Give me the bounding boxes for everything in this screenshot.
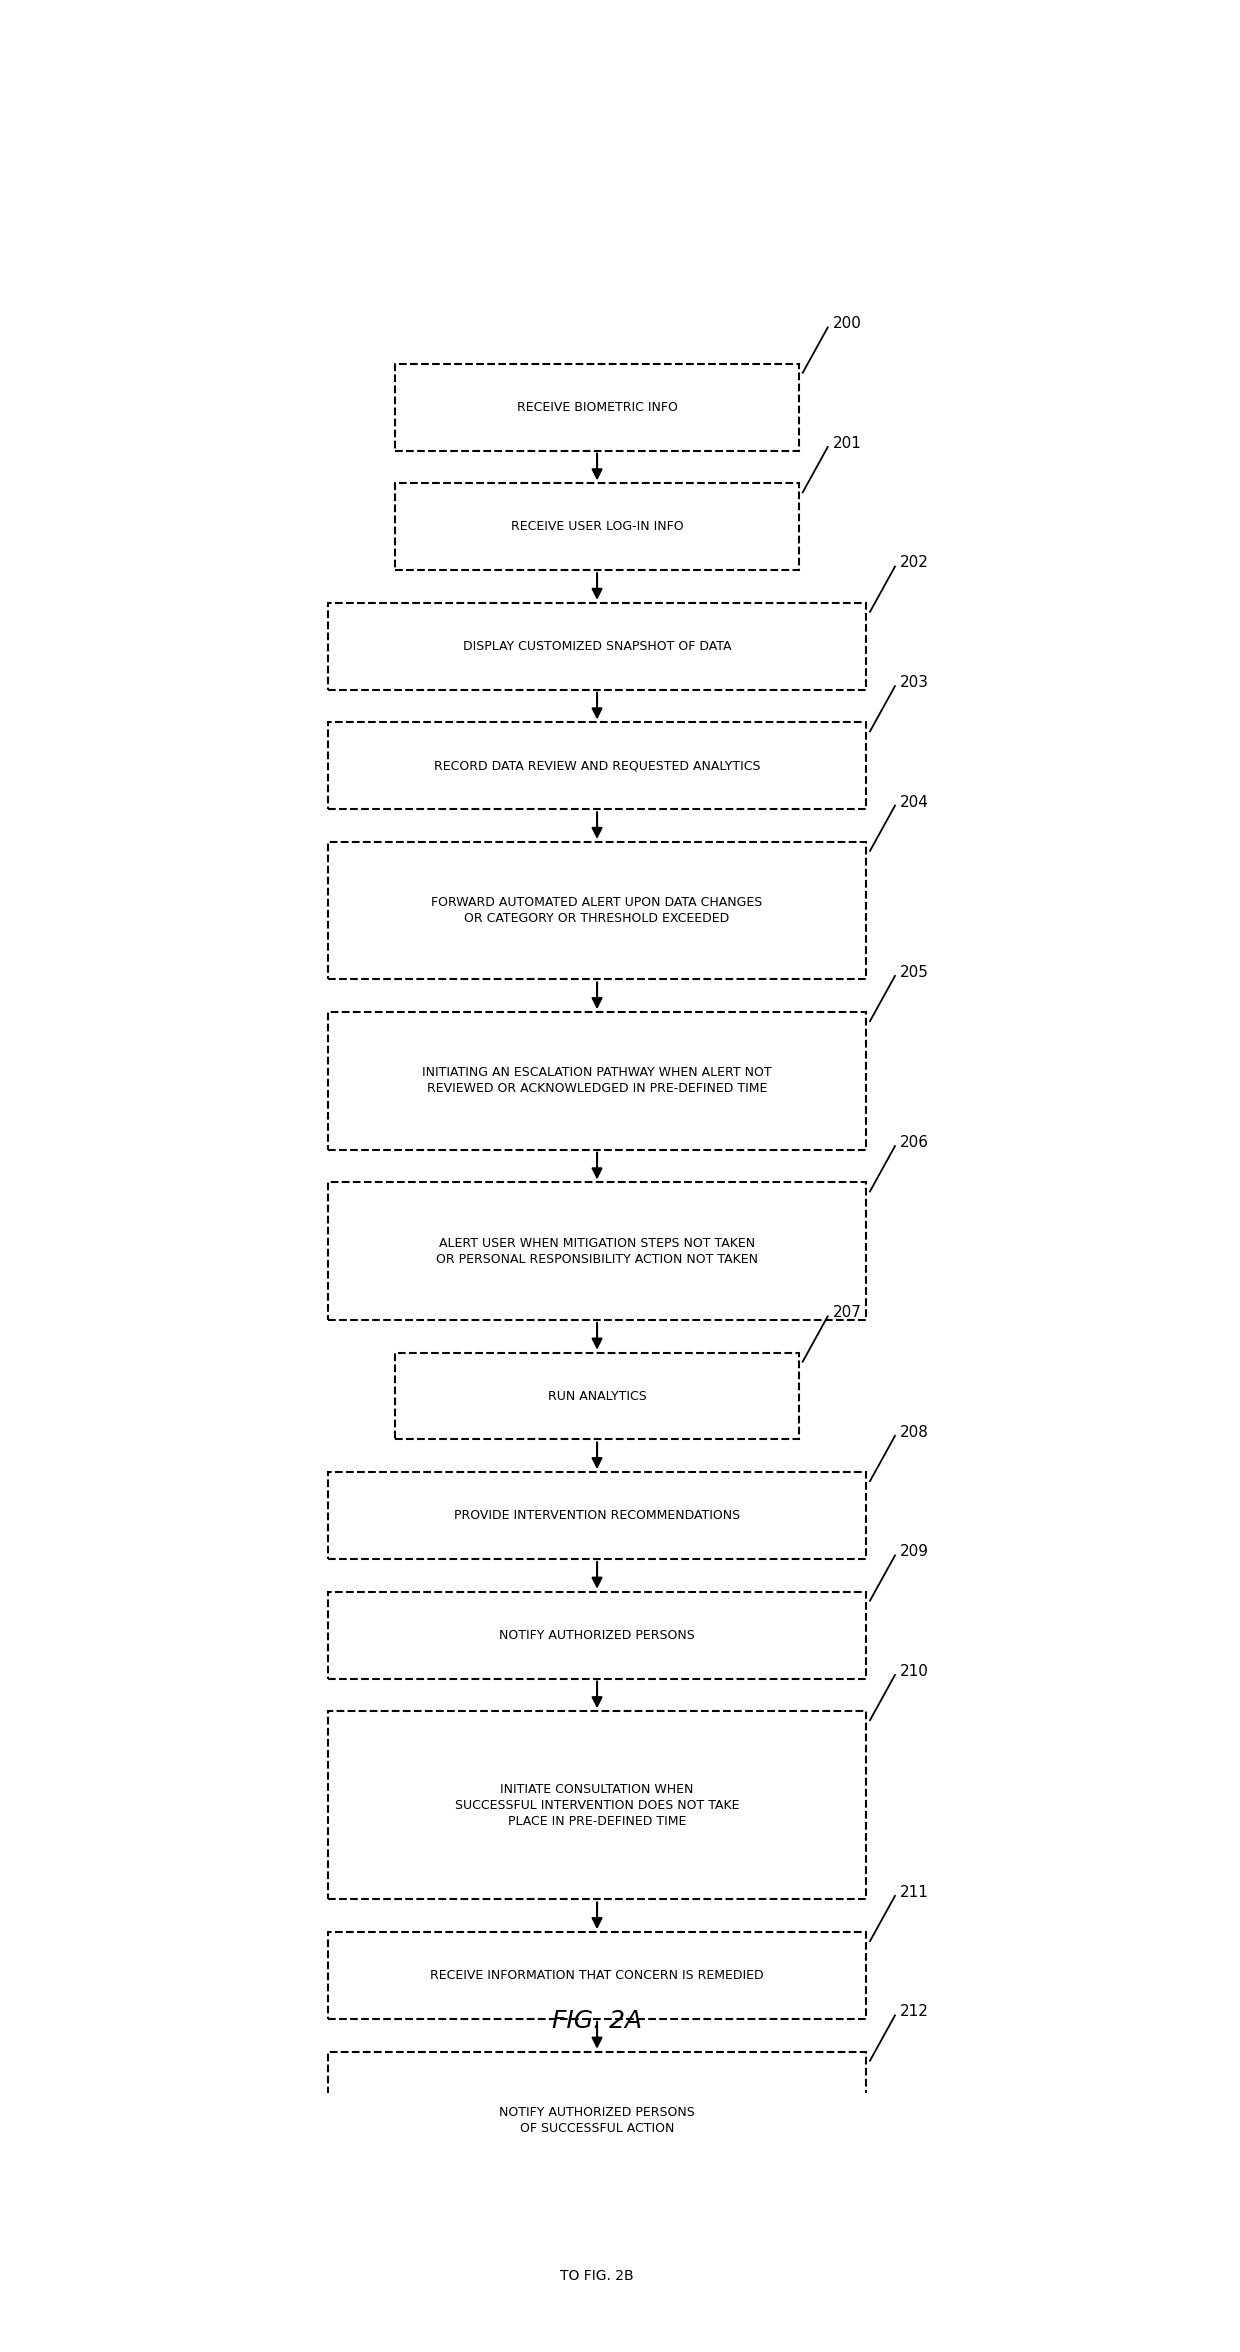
Bar: [396, 1352, 799, 1439]
Text: RECEIVE INFORMATION THAT CONCERN IS REMEDIED: RECEIVE INFORMATION THAT CONCERN IS REME…: [430, 1969, 764, 1983]
Text: 204: 204: [900, 795, 929, 809]
Text: 206: 206: [900, 1136, 929, 1150]
Text: 209: 209: [900, 1545, 929, 1559]
Bar: [327, 2051, 867, 2190]
Text: RECEIVE BIOMETRIC INFO: RECEIVE BIOMETRIC INFO: [517, 400, 677, 414]
Text: 202: 202: [900, 555, 929, 572]
Bar: [327, 722, 867, 809]
Bar: [327, 602, 867, 689]
Text: 208: 208: [900, 1425, 929, 1439]
Bar: [396, 365, 799, 452]
Bar: [327, 1712, 867, 1900]
Text: 201: 201: [832, 435, 862, 452]
Text: TO FIG. 2B: TO FIG. 2B: [560, 2270, 634, 2284]
Text: ALERT USER WHEN MITIGATION STEPS NOT TAKEN
OR PERSONAL RESPONSIBILITY ACTION NOT: ALERT USER WHEN MITIGATION STEPS NOT TAK…: [436, 1237, 758, 1265]
Text: RUN ANALYTICS: RUN ANALYTICS: [548, 1390, 646, 1402]
Text: 200: 200: [832, 318, 862, 332]
Text: DISPLAY CUSTOMIZED SNAPSHOT OF DATA: DISPLAY CUSTOMIZED SNAPSHOT OF DATA: [463, 640, 732, 654]
Text: NOTIFY AUTHORIZED PERSONS
OF SUCCESSFUL ACTION: NOTIFY AUTHORIZED PERSONS OF SUCCESSFUL …: [500, 2105, 694, 2136]
Text: 205: 205: [900, 964, 929, 981]
Bar: [327, 1931, 867, 2018]
Text: 203: 203: [900, 675, 929, 689]
Text: PROVIDE INTERVENTION RECOMMENDATIONS: PROVIDE INTERVENTION RECOMMENDATIONS: [454, 1510, 740, 1522]
Text: RECORD DATA REVIEW AND REQUESTED ANALYTICS: RECORD DATA REVIEW AND REQUESTED ANALYTI…: [434, 760, 760, 771]
Bar: [327, 842, 867, 978]
Bar: [327, 1011, 867, 1150]
Text: RECEIVE USER LOG-IN INFO: RECEIVE USER LOG-IN INFO: [511, 520, 683, 534]
Bar: [327, 1183, 867, 1319]
Text: 211: 211: [900, 1884, 929, 1900]
Text: 207: 207: [832, 1305, 862, 1319]
Text: FIG. 2A: FIG. 2A: [552, 2009, 642, 2032]
Text: 210: 210: [900, 1663, 929, 1679]
Text: INITIATING AN ESCALATION PATHWAY WHEN ALERT NOT
REVIEWED OR ACKNOWLEDGED IN PRE-: INITIATING AN ESCALATION PATHWAY WHEN AL…: [423, 1065, 771, 1096]
Bar: [327, 1472, 867, 1559]
Text: INITIATE CONSULTATION WHEN
SUCCESSFUL INTERVENTION DOES NOT TAKE
PLACE IN PRE-DE: INITIATE CONSULTATION WHEN SUCCESSFUL IN…: [455, 1783, 739, 1828]
Text: NOTIFY AUTHORIZED PERSONS: NOTIFY AUTHORIZED PERSONS: [500, 1628, 694, 1642]
Text: 212: 212: [900, 2004, 929, 2020]
Bar: [396, 482, 799, 569]
Bar: [327, 1592, 867, 1679]
Text: FORWARD AUTOMATED ALERT UPON DATA CHANGES
OR CATEGORY OR THRESHOLD EXCEEDED: FORWARD AUTOMATED ALERT UPON DATA CHANGE…: [432, 896, 763, 924]
